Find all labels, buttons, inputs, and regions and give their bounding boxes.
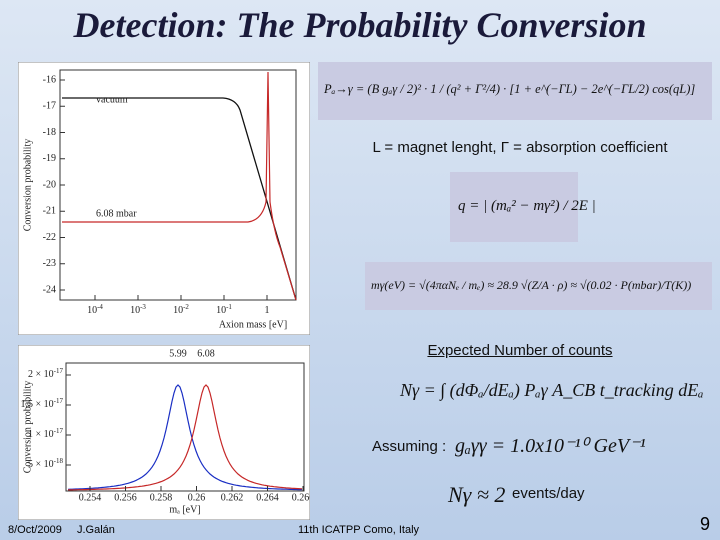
tick-base: 1: [265, 305, 270, 316]
tick-label: -19: [43, 153, 56, 164]
tick-label: 10-3: [130, 303, 146, 317]
x-axis-label: mₐ [eV]: [169, 504, 200, 515]
plot-frame: [18, 62, 310, 335]
tick-label: 0.264: [256, 492, 279, 503]
formula: gₐγγ = 1.0x10⁻¹⁰ GeV⁻¹: [455, 435, 646, 457]
formula: mγ(eV) = √(4παNₑ / mₑ) ≈ 28.9 √(Z/A · ρ)…: [371, 278, 692, 292]
tick-label: 0.266: [292, 492, 310, 503]
y-axis-label: Conversion probability: [22, 381, 33, 474]
tick-base: 5 × 10: [28, 459, 54, 470]
tick-label: 5 × 10-18: [28, 457, 63, 471]
tick-label: -22: [43, 232, 56, 243]
formula: Pₐ→γ = (B gₐγ / 2)² · 1 / (q² + Γ²/4) · …: [324, 82, 696, 96]
tick-base: 1 × 10: [28, 429, 54, 440]
tick-label: -24: [43, 284, 56, 295]
tick-label: 0.256: [114, 492, 137, 503]
tick-label: 0.258: [150, 492, 173, 503]
formula-box: mγ(eV) = √(4παNₑ / mₑ) ≈ 28.9 √(Z/A · ρ)…: [365, 262, 712, 310]
footer-event: 11th ICATPP Como, Italy: [298, 524, 420, 536]
formula: q = | (mₐ² − mγ²) / 2E |: [458, 198, 596, 214]
tick-base: 10: [216, 305, 226, 316]
tick-base: 10: [130, 305, 140, 316]
y-axis-label: Conversion probability: [22, 139, 33, 232]
plot-axes: [65, 362, 305, 492]
tick-label: 1: [265, 305, 270, 316]
top-plot: Conversion probability Axion mass [eV] v…: [18, 62, 310, 335]
formula-box: q = | (mₐ² − mγ²) / 2E |: [450, 172, 596, 242]
tick-label: -21: [43, 206, 56, 217]
curve-label: 6.08 mbar: [96, 208, 137, 219]
tick-label: 0.26: [188, 492, 206, 503]
tick-exp: -4: [97, 303, 103, 311]
tick-exp: -17: [54, 427, 64, 435]
tick-label: -18: [43, 127, 56, 138]
curve: [68, 384, 303, 491]
slide-title: Detection: The Probability Conversion: [73, 5, 647, 45]
tick-label: -23: [43, 258, 56, 269]
tick-label: 10-4: [87, 303, 103, 317]
section-title: Expected Number of counts: [427, 342, 613, 359]
formula-box: Pₐ→γ = (B gₐγ / 2)² · 1 / (q² + Γ²/4) · …: [318, 62, 712, 120]
legend-text: L = magnet lenght, Γ = absorption coeffi…: [372, 139, 668, 156]
tick-label: 1 × 10-17: [28, 427, 63, 441]
tick-label: -20: [43, 179, 56, 190]
tick-exp: -18: [54, 457, 64, 465]
x-axis-label: Axion mass [eV]: [219, 319, 287, 330]
label: Assuming :: [372, 438, 447, 455]
tick-exp: -17: [54, 367, 64, 375]
formula: Nγ ≈ 2: [448, 482, 506, 507]
gas-curve: [62, 71, 297, 301]
vacuum-curve: [62, 97, 297, 301]
tick-exp: -2: [183, 303, 189, 311]
formula: Nγ = ∫ (dΦₐ/dEₐ) Pₐγ A_CB t_tracking dEₐ: [400, 380, 704, 400]
label: events/day: [512, 485, 585, 502]
tick-exp: -1: [226, 303, 232, 311]
tick-label: 0.254: [79, 492, 102, 503]
tick-label: -17: [43, 101, 56, 112]
tick-exp: -3: [140, 303, 146, 311]
curve-label: vacuum: [96, 94, 128, 105]
page-number: 9: [700, 514, 711, 534]
curve: [67, 384, 303, 491]
peak-label: 6.08: [197, 348, 215, 359]
tick-label: 1.5 × 10-17: [21, 397, 64, 411]
tick-label: 0.262: [221, 492, 244, 503]
tick-label: 10-1: [216, 303, 232, 317]
tick-base: 10: [87, 305, 97, 316]
bottom-plot: Conversion probability mₐ [eV] 5.99 6.08…: [18, 345, 310, 520]
tick-label: 10-2: [173, 303, 189, 317]
footer-date: 8/Oct/2009: [8, 524, 62, 536]
footer-author: J.Galán: [77, 524, 115, 536]
tick-label: -16: [43, 74, 56, 85]
tick-base: 2 × 10: [28, 369, 54, 380]
tick-base: 1.5 × 10: [21, 399, 54, 410]
tick-exp: -17: [54, 397, 64, 405]
tick-base: 10: [173, 305, 183, 316]
peak-label: 5.99: [169, 348, 187, 359]
tick-label: 2 × 10-17: [28, 367, 63, 381]
